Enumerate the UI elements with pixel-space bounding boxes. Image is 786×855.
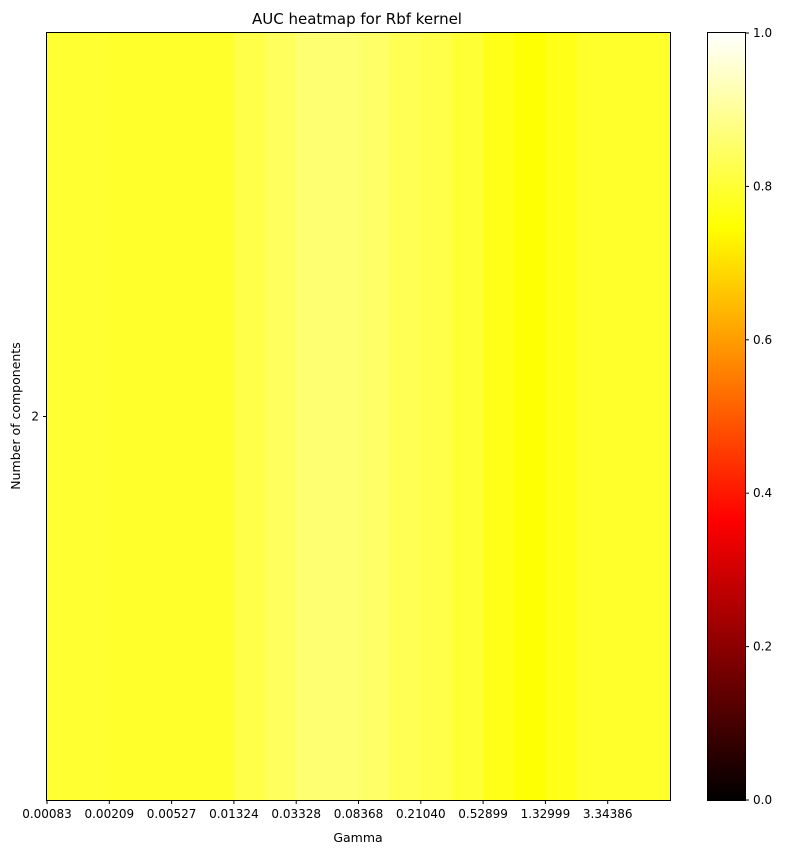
x-tick-label: 0.21040 (396, 807, 446, 821)
heatmap-cells (47, 33, 671, 800)
y-axis-ticks: 2 (31, 410, 47, 424)
x-tick-label: 0.08368 (334, 807, 384, 821)
colorbar (707, 32, 746, 801)
heatmap-cell (140, 33, 173, 800)
x-axis-ticks: 0.00083 0.00209 0.00527 0.01324 0.03328 0.083… (22, 800, 633, 821)
heatmap-cell (202, 33, 235, 800)
x-tick-label: 0.00527 (147, 807, 197, 821)
heatmap-cell (296, 33, 328, 800)
heatmap-cell (483, 33, 515, 800)
chart-title: AUC heatmap for Rbf kernel (252, 10, 462, 28)
colorbar-tick-label: 0.0 (753, 793, 772, 807)
colorbar-tick-label: 0.6 (753, 333, 772, 347)
heatmap-cell (420, 33, 453, 800)
y-tick-label: 2 (31, 410, 39, 424)
heatmap-cell (233, 33, 266, 800)
heatmap-cell (638, 33, 671, 800)
colorbar-tick-label: 0.2 (753, 640, 772, 654)
heatmap-cell (358, 33, 391, 800)
colorbar-tick-label: 0.4 (753, 486, 772, 500)
x-tick-label: 0.00083 (22, 807, 72, 821)
heatmap-cell (576, 33, 609, 800)
heatmap-cell (265, 33, 297, 800)
heatmap-cell (607, 33, 640, 800)
y-axis-label: Number of components (8, 342, 23, 489)
heatmap-cell (327, 33, 360, 800)
x-tick-label: 1.32999 (521, 807, 571, 821)
x-tick-label: 0.03328 (271, 807, 321, 821)
heatmap-cell (78, 33, 110, 800)
heatmap-cell (451, 33, 484, 800)
heatmap-cell (545, 33, 578, 800)
x-tick-label: 0.52899 (458, 807, 508, 821)
heatmap-cell (47, 33, 79, 800)
x-tick-label: 0.00209 (84, 807, 134, 821)
heatmap-cell (109, 33, 142, 800)
heatmap-cell (514, 33, 546, 800)
heatmap-cell (389, 33, 422, 800)
x-tick-label: 3.34386 (583, 807, 633, 821)
x-tick-label: 0.01324 (209, 807, 259, 821)
heatmap-cell (171, 33, 204, 800)
colorbar-ticks: 0.0 0.2 0.4 0.6 0.8 1.0 (745, 26, 772, 807)
x-axis-label: Gamma (333, 830, 382, 845)
colorbar-tick-label: 0.8 (753, 179, 772, 193)
colorbar-tick-label: 1.0 (753, 26, 772, 40)
